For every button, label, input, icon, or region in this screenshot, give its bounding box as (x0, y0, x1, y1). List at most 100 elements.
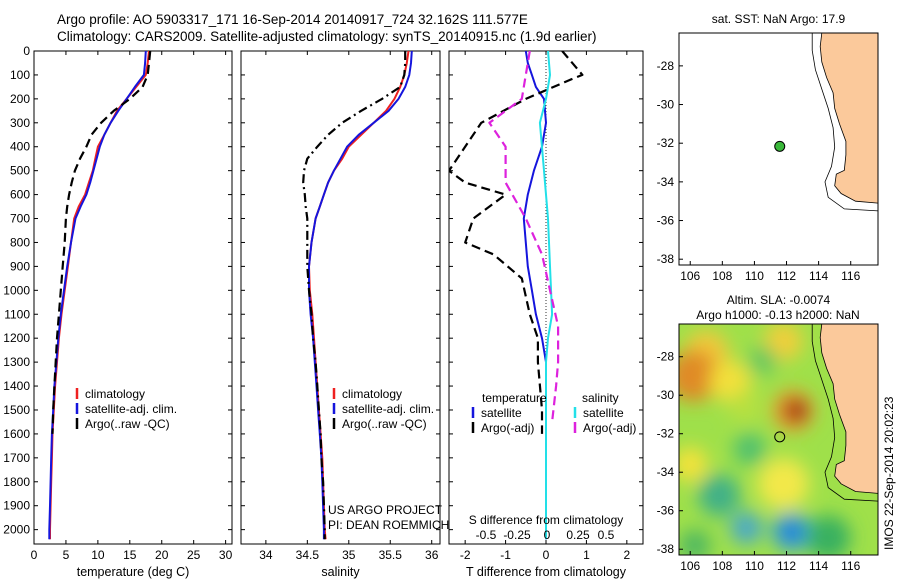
sla_map-subtitle: Argo h1000: -0.13 h2000: NaN (696, 308, 859, 322)
difference-legend-entry: Argo(-adj) (583, 421, 636, 435)
sla_map-depth-contour (811, 324, 878, 502)
temperature-xtick-label: 0 (31, 548, 38, 562)
difference-series-4 (488, 51, 560, 423)
difference-xtick-label: 0 (543, 548, 550, 562)
depth-tick-label: 300 (10, 116, 30, 130)
depth-tick-label: 1500 (3, 403, 30, 417)
temperature-legend-entry: climatology (85, 387, 145, 401)
difference-xtick-label: -1 (500, 548, 511, 562)
sla_map-frame (678, 323, 879, 556)
difference-legend-entry: satellite (583, 406, 624, 420)
difference-legend-entry: satellite (481, 406, 522, 420)
depth-tick-label: 1900 (3, 499, 30, 513)
temperature-xtick-label: 10 (91, 548, 105, 562)
salinity-plot-frame (240, 50, 441, 545)
s-difference-tick-label: 0.25 (566, 528, 590, 542)
sst_map-lat-tick: -34 (657, 175, 675, 189)
s-difference-tick-label: 0 (544, 528, 551, 542)
depth-tick-label: 1100 (4, 307, 30, 321)
depth-tick-label: 1700 (3, 451, 30, 465)
sst_map-lat-tick: -32 (657, 136, 675, 150)
sla_map-land-region (819, 324, 878, 494)
sla_map: 106 108 110 112 114 116 -28 -30 -32 -34 -36 -38 Alti… (657, 293, 879, 573)
depth-tick-label: 100 (10, 68, 30, 82)
depth-tick-label: 700 (10, 212, 30, 226)
depth-tick-label: 600 (10, 188, 30, 202)
sla_map-lon-tick: 116 (841, 559, 860, 573)
depth-tick-label: 1800 (3, 475, 30, 489)
sst_map-lon-tick: 108 (712, 269, 732, 283)
salinity-xtick-label: 36 (425, 548, 439, 562)
depth-tick-label: 900 (10, 259, 30, 273)
depth-tick-label: 1400 (3, 379, 30, 393)
salinity-panel: 34 34.5 35 35.5 36 salinity climatologysatelli… (240, 50, 441, 579)
difference-series-2 (449, 51, 584, 434)
sla_map-lat-tick: -38 (657, 542, 675, 556)
sst_map-lat-tick: -38 (657, 252, 675, 266)
temperature-xlabel: temperature (deg C) (77, 565, 190, 579)
sst_map-lon-tick: 112 (777, 269, 796, 283)
difference-legend-entry: Argo(-adj) (481, 421, 534, 435)
temperature-plot-frame (33, 50, 233, 545)
temperature-series-2 (48, 51, 147, 540)
sla_map-lat-tick: -30 (657, 388, 675, 402)
imos-credit: IMOS 22-Sep-2014 20:02:23 (882, 396, 896, 550)
temperature-xtick-label: 20 (155, 548, 169, 562)
temperature-xtick-label: 25 (187, 548, 201, 562)
temperature-xtick-label: 5 (63, 548, 70, 562)
difference-xtick-label: -2 (460, 548, 471, 562)
depth-tick-label: 0 (23, 44, 30, 58)
sst_map-lat-tick: -28 (657, 59, 675, 73)
profile-title: Argo profile: AO 5903317_171 16-Sep-2014… (57, 12, 528, 27)
float-position-marker (774, 140, 786, 152)
temperature-panel: 0 5 10 15 20 25 30 temperature (deg C) 0 100 200 30… (3, 44, 232, 579)
sst_map-lon-tick: 114 (809, 269, 828, 283)
temperature-legend-entry: Argo(..raw -QC) (85, 417, 170, 431)
sst_map-land-region (819, 33, 878, 204)
salinity-legend-entry: Argo(..raw -QC) (342, 417, 427, 431)
sla_map-lat-tick: -34 (657, 465, 675, 479)
s-difference-tick-label: 0.5 (598, 528, 615, 542)
project-label: US ARGO PROJECT (328, 503, 443, 517)
depth-tick-label: 2000 (3, 523, 30, 537)
depth-tick-label: 500 (10, 164, 30, 178)
temperature-xtick-label: 15 (123, 548, 137, 562)
difference-series-3 (538, 51, 554, 540)
depth-tick-label: 1200 (3, 331, 30, 345)
salinity-legend-entry: satellite-adj. clim. (342, 402, 434, 416)
depth-tick-label: 1600 (3, 427, 30, 441)
s-difference-tick-label: -0.5 (476, 528, 497, 542)
difference-xlabel: T difference from climatology (466, 565, 627, 579)
salinity-legend-entry: climatology (342, 387, 402, 401)
legend-title-temperature: temperature (482, 391, 547, 405)
difference-xtick-label: 2 (623, 548, 630, 562)
sla_map-lat-tick: -36 (657, 504, 675, 518)
legend-title-salinity: salinity (582, 391, 619, 405)
sla_map-lon-tick: 108 (712, 559, 732, 573)
float-position-marker (774, 431, 786, 443)
difference-series-1 (522, 51, 547, 540)
sst_map-lat-tick: -30 (657, 98, 675, 112)
salinity-xtick-label: 34 (259, 548, 273, 562)
difference-xtick-label: 1 (583, 548, 590, 562)
depth-tick-label: 800 (10, 235, 30, 249)
sst_map-title: sat. SST: NaN Argo: 17.9 (712, 12, 846, 26)
depth-tick-label: 400 (10, 140, 30, 154)
sst_map-lon-tick: 116 (841, 269, 860, 283)
salinity-series-3 (302, 51, 407, 540)
sla_map-lon-tick: 110 (745, 559, 764, 573)
sst_map-lon-tick: 110 (745, 269, 764, 283)
salinity-xtick-label: 34.5 (296, 548, 320, 562)
salinity-xtick-label: 35 (342, 548, 356, 562)
depth-tick-label: 1300 (3, 355, 30, 369)
sla_map-title: Altim. SLA: -0.0074 (727, 293, 831, 307)
depth-tick-label: 1000 (3, 283, 30, 297)
temperature-legend-entry: satellite-adj. clim. (85, 402, 177, 416)
salinity-xtick-label: 35.5 (379, 548, 403, 562)
sla_map-lon-tick: 112 (777, 559, 796, 573)
sst_map: 106 108 110 112 114 116 -28 -30 -32 -34 -36 -38 sat.… (657, 12, 879, 283)
sla_map-lon-tick: 114 (809, 559, 828, 573)
s-difference-tick-label: -0.25 (503, 528, 531, 542)
sla_map-lon-tick: 106 (680, 559, 700, 573)
